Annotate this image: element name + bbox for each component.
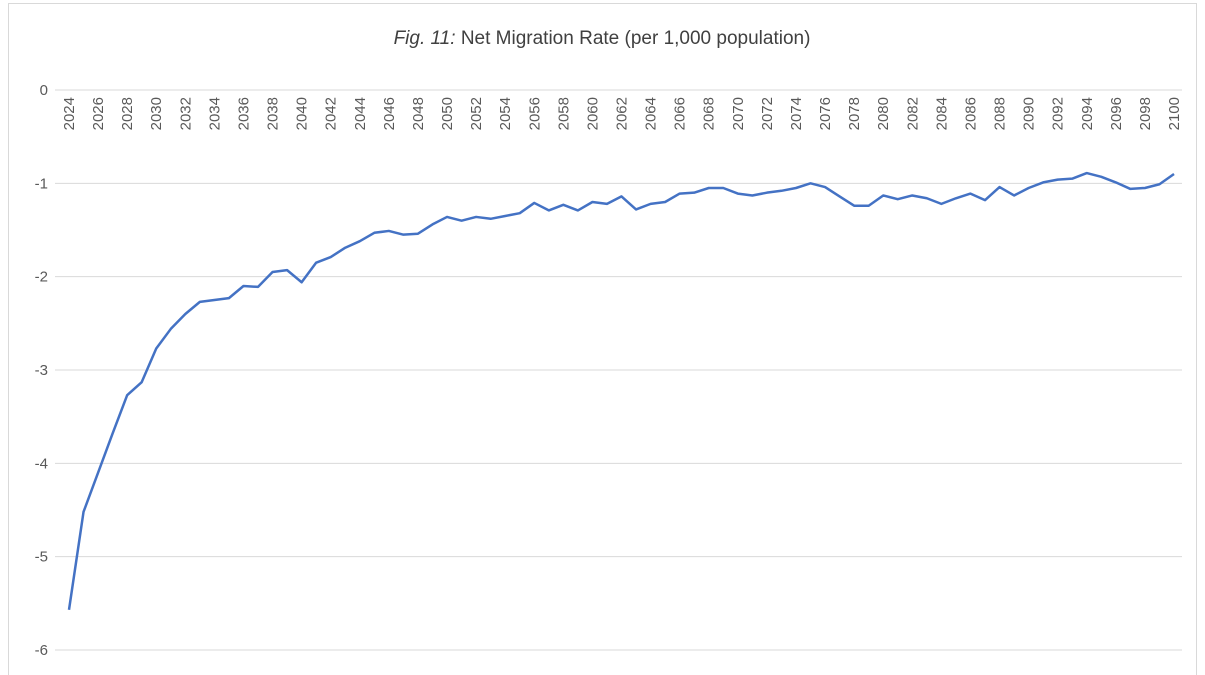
y-tick-label: 0 xyxy=(40,82,48,99)
x-tick-label: 2042 xyxy=(323,97,340,130)
x-tick-label: 2078 xyxy=(846,97,863,130)
x-tick-label: 2040 xyxy=(294,97,311,130)
y-tick-label: -4 xyxy=(35,455,48,472)
x-tick-label: 2034 xyxy=(206,97,223,130)
x-tick-label: 2046 xyxy=(381,97,398,130)
title-label: Fig. 11: xyxy=(394,28,456,49)
y-tick-label: -5 xyxy=(35,549,48,566)
title-text: Net Migration Rate (per 1,000 population… xyxy=(461,28,811,49)
x-tick-label: 2044 xyxy=(352,97,369,130)
x-tick-label: 2048 xyxy=(410,97,427,130)
x-tick-label: 2050 xyxy=(439,97,456,130)
x-tick-label: 2056 xyxy=(526,97,543,130)
x-tick-label: 2082 xyxy=(904,97,921,130)
y-tick-label: -6 xyxy=(35,642,48,659)
chart-border xyxy=(8,3,1197,675)
x-tick-label: 2066 xyxy=(672,97,689,130)
y-tick-label: -3 xyxy=(35,362,48,379)
x-tick-label: 2060 xyxy=(584,97,601,130)
data-line xyxy=(67,171,1175,611)
x-tick-label: 2088 xyxy=(992,97,1009,130)
x-tick-label: 2100 xyxy=(1166,97,1183,130)
x-tick-label: 2070 xyxy=(730,97,747,130)
x-tick-label: 2058 xyxy=(555,97,572,130)
x-tick-label: 2076 xyxy=(817,97,834,130)
x-tick-label: 2072 xyxy=(759,97,776,130)
x-tick-label: 2094 xyxy=(1079,97,1096,130)
x-tick-label: 2036 xyxy=(235,97,252,130)
x-tick-label: 2054 xyxy=(497,97,514,130)
x-tick-label: 2080 xyxy=(875,97,892,130)
x-tick-label: 2052 xyxy=(468,97,485,130)
x-tick-label: 2032 xyxy=(177,97,194,130)
x-tick-label: 2030 xyxy=(148,97,165,130)
y-tick-label: -2 xyxy=(35,269,48,286)
x-tick-label: 2038 xyxy=(265,97,282,130)
x-tick-label: 2074 xyxy=(788,97,805,130)
x-tick-label: 2096 xyxy=(1108,97,1125,130)
x-tick-label: 2024 xyxy=(61,97,78,130)
x-tick-label: 2064 xyxy=(643,97,660,130)
x-tick-label: 2084 xyxy=(933,97,950,130)
x-tick-label: 2026 xyxy=(90,97,107,130)
x-tick-label: 2086 xyxy=(962,97,979,130)
chart-title: Fig. 11: Net Migration Rate (per 1,000 p… xyxy=(394,28,811,49)
x-tick-label: 2098 xyxy=(1137,97,1154,130)
x-tick-label: 2068 xyxy=(701,97,718,130)
x-tick-label: 2092 xyxy=(1050,97,1067,130)
x-tick-label: 2028 xyxy=(119,97,136,130)
x-tick-label: 2090 xyxy=(1021,97,1038,130)
x-tick-label: 2062 xyxy=(614,97,631,130)
y-tick-label: -1 xyxy=(35,175,48,192)
